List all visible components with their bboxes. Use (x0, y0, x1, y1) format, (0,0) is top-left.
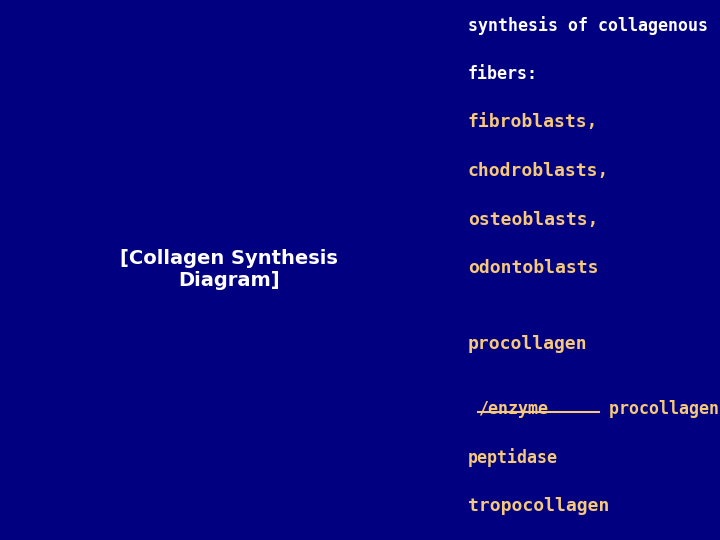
Text: fibroblasts,: fibroblasts, (468, 113, 598, 131)
Text: synthesis of collagenous: synthesis of collagenous (468, 16, 708, 35)
Text: procollagen: procollagen (599, 400, 719, 417)
Text: odontoblasts: odontoblasts (468, 259, 598, 277)
Text: tropocollagen: tropocollagen (468, 497, 609, 515)
Text: peptidase: peptidase (468, 448, 558, 467)
Text: fibers:: fibers: (468, 65, 538, 83)
Text: procollagen: procollagen (468, 335, 588, 353)
Text: chodroblasts,: chodroblasts, (468, 162, 609, 180)
Text: [Collagen Synthesis
Diagram]: [Collagen Synthesis Diagram] (120, 249, 338, 291)
Text: /enzyme: /enzyme (478, 400, 548, 417)
Text: osteoblasts,: osteoblasts, (468, 211, 598, 228)
